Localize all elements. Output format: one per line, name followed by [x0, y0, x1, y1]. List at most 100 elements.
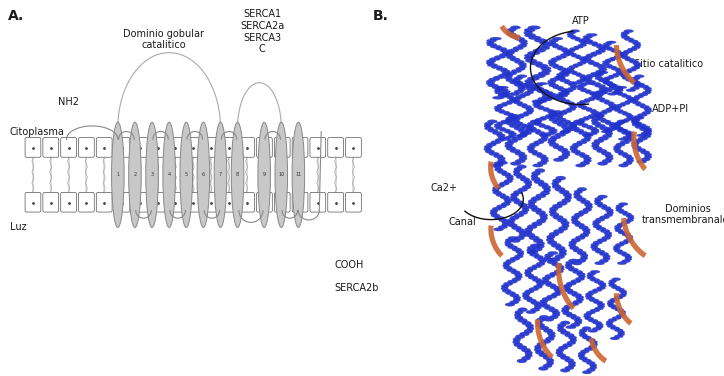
- Ellipse shape: [494, 124, 502, 126]
- Ellipse shape: [517, 75, 527, 78]
- Ellipse shape: [636, 103, 645, 106]
- Ellipse shape: [538, 97, 550, 101]
- Ellipse shape: [497, 157, 505, 160]
- Ellipse shape: [511, 198, 520, 202]
- Ellipse shape: [631, 121, 638, 124]
- Ellipse shape: [526, 233, 535, 237]
- Ellipse shape: [595, 116, 603, 119]
- Ellipse shape: [610, 337, 620, 340]
- Ellipse shape: [510, 81, 520, 84]
- Ellipse shape: [568, 103, 577, 106]
- Ellipse shape: [567, 67, 575, 70]
- Ellipse shape: [613, 125, 620, 128]
- Ellipse shape: [522, 185, 531, 189]
- Ellipse shape: [563, 284, 572, 288]
- Ellipse shape: [586, 33, 597, 36]
- Ellipse shape: [487, 43, 497, 46]
- Ellipse shape: [502, 72, 510, 75]
- Ellipse shape: [595, 96, 602, 99]
- Ellipse shape: [536, 155, 547, 158]
- Ellipse shape: [576, 56, 585, 59]
- Ellipse shape: [548, 59, 557, 62]
- Ellipse shape: [552, 86, 563, 89]
- Ellipse shape: [603, 82, 613, 85]
- Ellipse shape: [539, 134, 551, 137]
- Ellipse shape: [595, 218, 605, 221]
- Ellipse shape: [518, 114, 529, 117]
- Ellipse shape: [597, 238, 607, 242]
- Ellipse shape: [538, 138, 547, 142]
- Polygon shape: [556, 263, 576, 310]
- Ellipse shape: [634, 115, 643, 118]
- Ellipse shape: [586, 361, 595, 365]
- Ellipse shape: [605, 59, 615, 61]
- Ellipse shape: [498, 74, 509, 77]
- Ellipse shape: [525, 227, 533, 232]
- Ellipse shape: [631, 87, 639, 90]
- Polygon shape: [614, 45, 636, 85]
- Ellipse shape: [644, 130, 652, 133]
- Ellipse shape: [631, 99, 639, 102]
- Ellipse shape: [518, 203, 527, 207]
- Ellipse shape: [626, 133, 634, 137]
- Ellipse shape: [547, 361, 554, 365]
- Ellipse shape: [496, 127, 505, 130]
- Ellipse shape: [598, 305, 605, 308]
- Ellipse shape: [525, 353, 532, 358]
- Ellipse shape: [558, 226, 568, 230]
- Ellipse shape: [596, 50, 605, 53]
- Ellipse shape: [586, 109, 597, 112]
- Polygon shape: [621, 218, 647, 258]
- Ellipse shape: [573, 143, 582, 146]
- Ellipse shape: [527, 147, 534, 151]
- Ellipse shape: [571, 316, 581, 320]
- Ellipse shape: [590, 111, 599, 114]
- Ellipse shape: [597, 227, 606, 230]
- Ellipse shape: [486, 82, 494, 85]
- Ellipse shape: [615, 70, 623, 72]
- Ellipse shape: [570, 338, 577, 342]
- Ellipse shape: [602, 79, 610, 81]
- Ellipse shape: [645, 132, 652, 136]
- Ellipse shape: [506, 147, 516, 150]
- Ellipse shape: [552, 313, 560, 317]
- Ellipse shape: [615, 122, 625, 124]
- Ellipse shape: [580, 161, 590, 165]
- Ellipse shape: [626, 115, 634, 117]
- Ellipse shape: [577, 187, 586, 191]
- Ellipse shape: [576, 104, 584, 106]
- Text: NH2: NH2: [58, 97, 79, 107]
- Ellipse shape: [644, 107, 652, 110]
- Ellipse shape: [499, 218, 508, 222]
- Ellipse shape: [549, 210, 556, 214]
- Ellipse shape: [536, 82, 547, 85]
- Ellipse shape: [543, 356, 552, 360]
- Ellipse shape: [578, 210, 588, 214]
- Ellipse shape: [586, 74, 597, 77]
- Ellipse shape: [599, 88, 607, 91]
- Ellipse shape: [516, 67, 526, 70]
- Ellipse shape: [583, 58, 591, 61]
- Ellipse shape: [613, 145, 621, 149]
- Ellipse shape: [586, 54, 597, 57]
- Ellipse shape: [541, 159, 549, 162]
- Ellipse shape: [504, 113, 514, 115]
- Ellipse shape: [497, 170, 507, 174]
- Ellipse shape: [515, 250, 524, 253]
- Ellipse shape: [508, 97, 516, 99]
- Ellipse shape: [508, 139, 518, 143]
- Ellipse shape: [531, 171, 540, 176]
- Ellipse shape: [568, 244, 576, 247]
- Ellipse shape: [528, 276, 538, 279]
- Ellipse shape: [618, 211, 628, 214]
- Ellipse shape: [541, 304, 550, 308]
- Ellipse shape: [616, 71, 623, 74]
- Ellipse shape: [594, 139, 604, 143]
- Ellipse shape: [585, 91, 596, 94]
- Ellipse shape: [618, 262, 626, 265]
- Ellipse shape: [563, 89, 573, 92]
- Ellipse shape: [579, 226, 589, 229]
- Ellipse shape: [589, 364, 597, 367]
- Ellipse shape: [578, 123, 588, 126]
- Ellipse shape: [503, 282, 513, 286]
